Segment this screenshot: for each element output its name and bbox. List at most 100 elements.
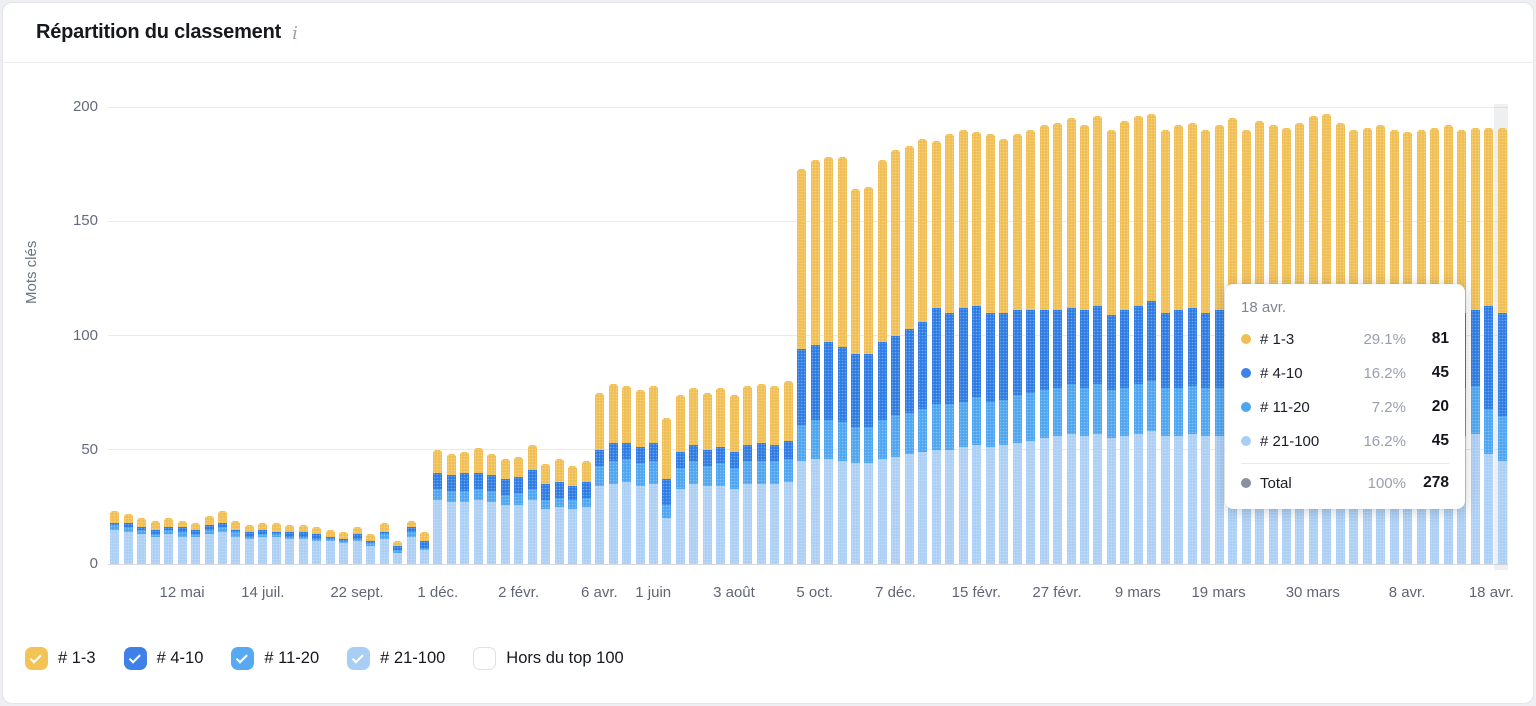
bar[interactable] bbox=[876, 107, 889, 564]
bar[interactable] bbox=[1212, 107, 1225, 564]
bar[interactable] bbox=[418, 107, 431, 564]
bar[interactable] bbox=[1482, 107, 1495, 564]
legend-item[interactable]: # 11-20 bbox=[231, 647, 319, 670]
bar[interactable] bbox=[364, 107, 377, 564]
bar[interactable] bbox=[1010, 107, 1023, 564]
bar[interactable] bbox=[256, 107, 269, 564]
bar[interactable] bbox=[485, 107, 498, 564]
bar[interactable] bbox=[108, 107, 121, 564]
bar[interactable] bbox=[687, 107, 700, 564]
bar[interactable] bbox=[943, 107, 956, 564]
bar[interactable] bbox=[526, 107, 539, 564]
bar[interactable] bbox=[552, 107, 565, 564]
bar[interactable] bbox=[1051, 107, 1064, 564]
bar[interactable] bbox=[795, 107, 808, 564]
checkbox-checked-icon[interactable] bbox=[347, 647, 371, 670]
bar[interactable] bbox=[229, 107, 242, 564]
bar[interactable] bbox=[1105, 107, 1118, 564]
bar[interactable] bbox=[297, 107, 310, 564]
bar[interactable] bbox=[458, 107, 471, 564]
bar[interactable] bbox=[916, 107, 929, 564]
legend-item[interactable]: # 1-3 bbox=[25, 647, 96, 670]
bar[interactable] bbox=[391, 107, 404, 564]
bar[interactable] bbox=[997, 107, 1010, 564]
bar[interactable] bbox=[324, 107, 337, 564]
bar[interactable] bbox=[970, 107, 983, 564]
bar[interactable] bbox=[1468, 107, 1481, 564]
bar[interactable] bbox=[404, 107, 417, 564]
bar[interactable] bbox=[283, 107, 296, 564]
bar[interactable] bbox=[862, 107, 875, 564]
bar[interactable] bbox=[903, 107, 916, 564]
bar[interactable] bbox=[606, 107, 619, 564]
checkbox-checked-icon[interactable] bbox=[231, 647, 255, 670]
bar[interactable] bbox=[175, 107, 188, 564]
bar[interactable] bbox=[728, 107, 741, 564]
bar[interactable] bbox=[579, 107, 592, 564]
legend-item[interactable]: Hors du top 100 bbox=[473, 647, 624, 670]
bar[interactable] bbox=[162, 107, 175, 564]
bar[interactable] bbox=[121, 107, 134, 564]
bar[interactable] bbox=[189, 107, 202, 564]
bar[interactable] bbox=[620, 107, 633, 564]
bar[interactable] bbox=[768, 107, 781, 564]
bar[interactable] bbox=[270, 107, 283, 564]
bar[interactable] bbox=[1495, 107, 1508, 564]
checkbox-checked-icon[interactable] bbox=[123, 647, 147, 670]
bar[interactable] bbox=[957, 107, 970, 564]
bar[interactable] bbox=[1118, 107, 1131, 564]
bar[interactable] bbox=[216, 107, 229, 564]
bar[interactable] bbox=[755, 107, 768, 564]
legend-item[interactable]: # 4-10 bbox=[123, 647, 203, 670]
bar[interactable] bbox=[202, 107, 215, 564]
bar[interactable] bbox=[1145, 107, 1158, 564]
bar[interactable] bbox=[148, 107, 161, 564]
bar[interactable] bbox=[781, 107, 794, 564]
bar[interactable] bbox=[930, 107, 943, 564]
bar[interactable] bbox=[566, 107, 579, 564]
bar[interactable] bbox=[633, 107, 646, 564]
bar[interactable] bbox=[445, 107, 458, 564]
bar[interactable] bbox=[835, 107, 848, 564]
bar[interactable] bbox=[647, 107, 660, 564]
bar[interactable] bbox=[512, 107, 525, 564]
bar[interactable] bbox=[350, 107, 363, 564]
bar[interactable] bbox=[660, 107, 673, 564]
bar[interactable] bbox=[822, 107, 835, 564]
bar[interactable] bbox=[135, 107, 148, 564]
bar[interactable] bbox=[674, 107, 687, 564]
y-tick-label: 150 bbox=[72, 212, 98, 230]
bar[interactable] bbox=[1091, 107, 1104, 564]
bar[interactable] bbox=[1132, 107, 1145, 564]
bar[interactable] bbox=[1024, 107, 1037, 564]
info-icon[interactable]: i bbox=[292, 22, 298, 44]
bar-segment bbox=[1133, 383, 1143, 434]
stacked-bar bbox=[824, 157, 834, 564]
bar[interactable] bbox=[741, 107, 754, 564]
bar[interactable] bbox=[1159, 107, 1172, 564]
bar[interactable] bbox=[337, 107, 350, 564]
bar[interactable] bbox=[243, 107, 256, 564]
bar[interactable] bbox=[539, 107, 552, 564]
checkbox-unchecked-icon[interactable] bbox=[473, 647, 497, 670]
bar[interactable] bbox=[849, 107, 862, 564]
bar[interactable] bbox=[701, 107, 714, 564]
bar[interactable] bbox=[1078, 107, 1091, 564]
bar[interactable] bbox=[1172, 107, 1185, 564]
bar[interactable] bbox=[983, 107, 996, 564]
bar[interactable] bbox=[808, 107, 821, 564]
bar[interactable] bbox=[310, 107, 323, 564]
bar[interactable] bbox=[889, 107, 902, 564]
bar[interactable] bbox=[1037, 107, 1050, 564]
checkbox-checked-icon[interactable] bbox=[25, 647, 48, 670]
bar[interactable] bbox=[1199, 107, 1212, 564]
bar[interactable] bbox=[431, 107, 444, 564]
bar[interactable] bbox=[1186, 107, 1199, 564]
bar[interactable] bbox=[377, 107, 390, 564]
legend-item[interactable]: # 21-100 bbox=[347, 647, 445, 670]
bar[interactable] bbox=[714, 107, 727, 564]
bar[interactable] bbox=[472, 107, 485, 564]
bar[interactable] bbox=[593, 107, 606, 564]
bar[interactable] bbox=[499, 107, 512, 564]
bar[interactable] bbox=[1064, 107, 1077, 564]
